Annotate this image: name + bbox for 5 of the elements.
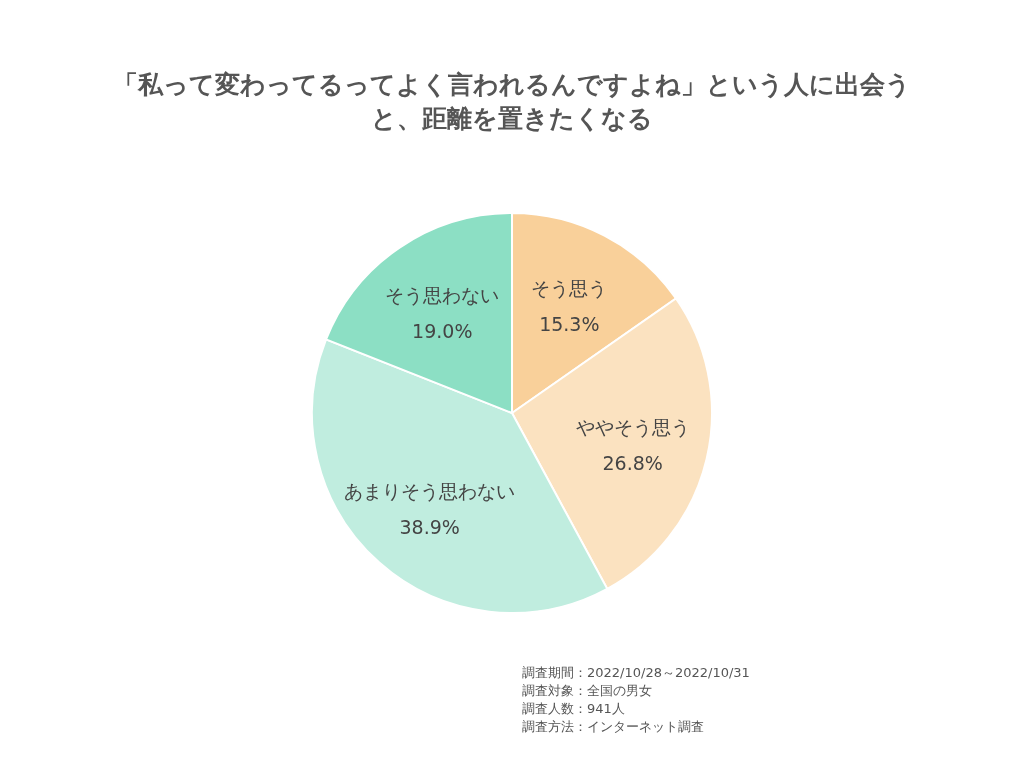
text: 調査対象：全国の男女 xyxy=(522,682,653,700)
text: 調査人数：941人 xyxy=(522,700,626,718)
chart-title: 「私って変わってるってよく言われるんですよね」という人に出会うと、距離を置きたくなる xyxy=(112,69,912,135)
text: 調査方法：インターネット調査 xyxy=(522,718,705,736)
text: 調査期間：2022/10/28～2022/10/31 xyxy=(522,664,750,682)
